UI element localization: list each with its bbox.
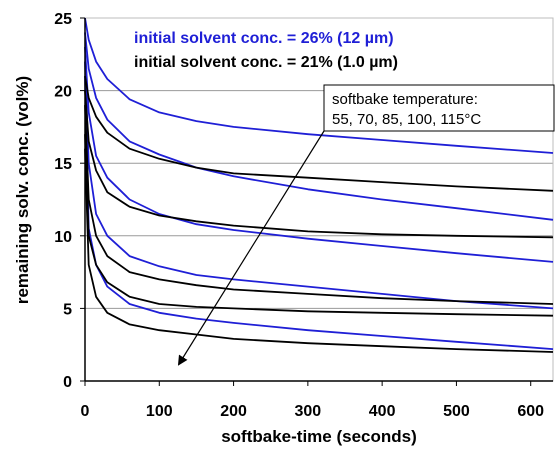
x-tick-label-500: 500: [443, 403, 470, 420]
annotation-arrow: [177, 130, 325, 366]
series-line-1: [84, 17, 554, 154]
plot-area-frame: [84, 17, 554, 382]
series-line-4: [84, 61, 554, 310]
y-tick-label-5: 5: [63, 301, 72, 318]
series-line-6: [84, 75, 554, 192]
x-tick-labels: 0 100 200 300 400 500 600: [81, 403, 545, 420]
legend-entry-12um: initial solvent conc. = 26% (12 µm): [134, 30, 394, 47]
x-tick-label-300: 300: [295, 403, 322, 420]
x-tick-label-0: 0: [81, 403, 90, 420]
x-tick-label-600: 600: [517, 403, 544, 420]
series-line-8: [84, 105, 554, 305]
x-tick-label-400: 400: [369, 403, 396, 420]
y-tick-labels: 0 5 10 15 20 25: [54, 11, 72, 391]
axes: [80, 17, 553, 386]
series-line-10: [84, 148, 554, 353]
series-line-7: [84, 90, 554, 239]
y-tick-label-10: 10: [54, 229, 72, 246]
series-layer: [84, 17, 554, 353]
annotation-box: [323, 84, 555, 132]
x-tick-label-100: 100: [146, 403, 173, 420]
y-axis-title: remaining solv. conc. (vol%): [13, 76, 32, 304]
gridlines: [85, 17, 553, 382]
x-axis-title: softbake-time (seconds): [221, 427, 417, 446]
y-tick-label-25: 25: [54, 11, 72, 28]
series-line-3: [84, 46, 554, 263]
annotation-line-2: 55, 70, 85, 100, 115°C: [332, 111, 481, 128]
x-tick-label-200: 200: [220, 403, 247, 420]
series-line-9: [84, 134, 554, 317]
legend-entry-1um: initial solvent conc. = 21% (1.0 µm): [134, 54, 398, 71]
y-tick-label-0: 0: [63, 374, 72, 391]
y-tick-label-15: 15: [54, 156, 72, 173]
series-line-2: [84, 32, 554, 221]
annotation-line-1: softbake temperature:: [332, 91, 478, 108]
y-tick-label-20: 20: [54, 84, 72, 101]
